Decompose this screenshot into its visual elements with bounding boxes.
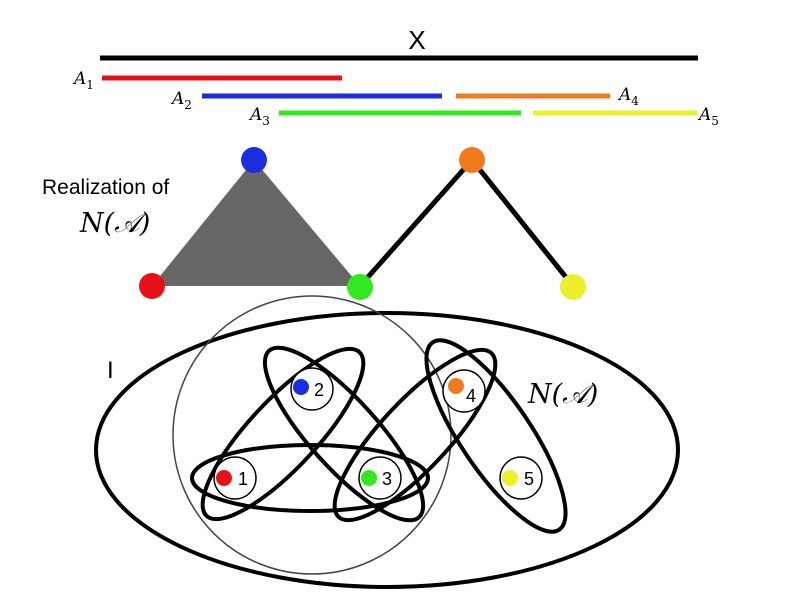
node-5-label: 5 [524, 469, 534, 489]
interval-a3: A3 [248, 105, 521, 128]
simplex-123-circle [172, 295, 452, 575]
node-1: 1 [213, 456, 257, 500]
node-4-label: 4 [466, 386, 476, 406]
node-3-dot [361, 470, 377, 486]
interval-a2-label: A2 [170, 89, 192, 112]
edge-2-3-ellipse [262, 345, 426, 523]
node-2-dot [293, 379, 309, 395]
edge-3-4-ellipse [332, 347, 498, 523]
interval-a4: A4 [456, 85, 639, 108]
interval-a5-label: A5 [697, 105, 719, 128]
edge-4-5-ellipse [424, 338, 568, 534]
filled-triangle-123 [152, 160, 360, 286]
index-set-ellipse [94, 311, 680, 589]
node-1-label: 1 [238, 469, 248, 489]
node-1-ring [213, 456, 257, 500]
interval-a5: A5 [533, 105, 719, 128]
node-5-ring [499, 456, 543, 500]
node-3-ring [358, 456, 402, 500]
index-set-label: I [107, 357, 114, 384]
node-2-ring [290, 367, 334, 411]
realization-label: Realization of [42, 176, 169, 199]
interval-a2: A2 [170, 89, 442, 112]
interval-a1-label: A1 [72, 69, 94, 92]
node-3-label: 3 [382, 469, 392, 489]
set-x-label: X [408, 25, 425, 55]
node-2-label: 2 [314, 380, 324, 400]
node-5: 5 [499, 456, 543, 500]
edge-3-4 [358, 158, 474, 288]
vertex-5 [560, 274, 586, 300]
node-2: 2 [290, 367, 334, 411]
edge-1-2-ellipse [200, 346, 366, 522]
nerve-label: N(𝒜) [527, 379, 598, 410]
interval-a3-label: A3 [248, 105, 270, 128]
vertex-2 [241, 147, 267, 173]
interval-a1: A1 [72, 69, 342, 92]
node-4-dot [448, 378, 464, 394]
edge-4-5 [470, 158, 575, 288]
vertex-4 [459, 147, 485, 173]
interval-a4-label: A4 [617, 85, 639, 108]
realization-nerve-label: N(𝒜) [79, 208, 150, 239]
node-1-dot [216, 470, 232, 486]
node-5-dot [502, 470, 518, 486]
node-3: 3 [358, 456, 402, 500]
vertex-1 [139, 273, 165, 299]
node-4: 4 [442, 369, 486, 413]
vertex-3 [347, 274, 373, 300]
node-4-ring [442, 369, 486, 413]
